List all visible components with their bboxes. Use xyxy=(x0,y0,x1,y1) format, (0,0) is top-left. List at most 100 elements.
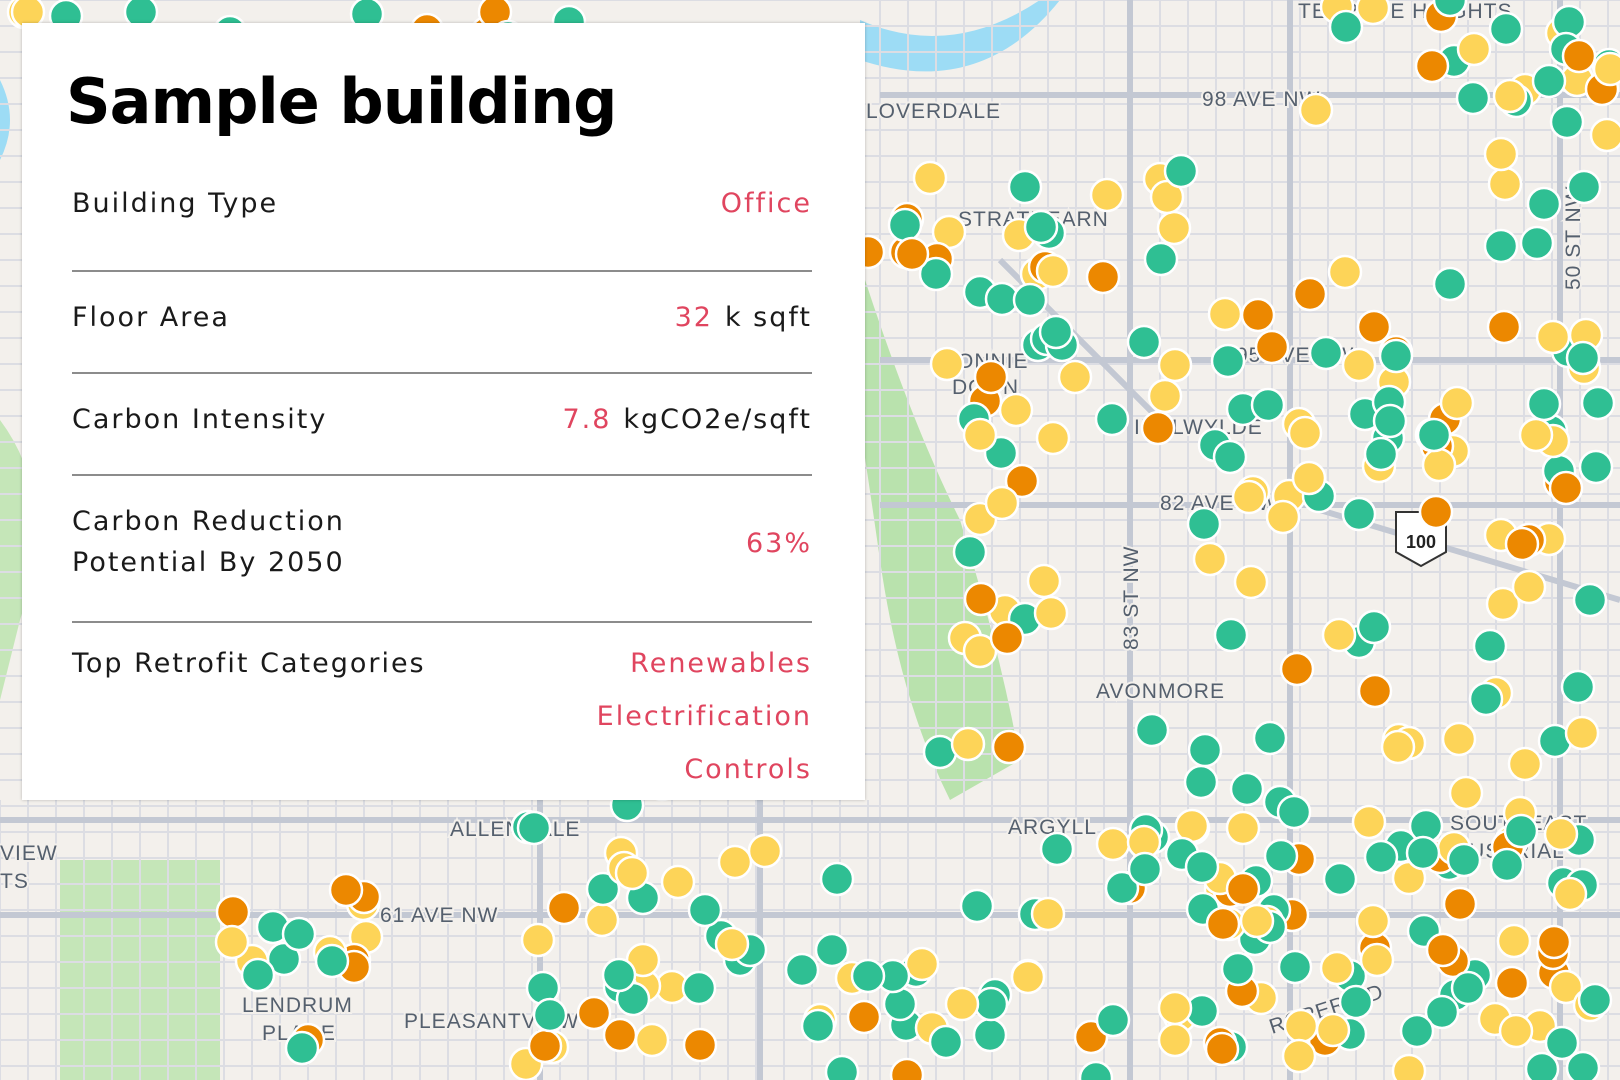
building-marker[interactable] xyxy=(889,1057,925,1080)
building-marker[interactable] xyxy=(1205,906,1241,942)
building-marker[interactable] xyxy=(1327,254,1363,290)
building-markers[interactable] xyxy=(6,0,1620,1080)
building-marker[interactable] xyxy=(1378,338,1414,374)
building-marker[interactable] xyxy=(1548,470,1584,506)
building-marker[interactable] xyxy=(1233,564,1269,600)
building-marker[interactable] xyxy=(1468,681,1504,717)
building-marker[interactable] xyxy=(1483,228,1519,264)
building-marker[interactable] xyxy=(1526,386,1562,422)
building-marker[interactable] xyxy=(215,894,251,930)
building-marker[interactable] xyxy=(991,729,1027,765)
building-marker[interactable] xyxy=(1351,804,1387,840)
building-marker[interactable] xyxy=(928,1024,964,1060)
building-marker[interactable] xyxy=(681,970,717,1006)
building-marker[interactable] xyxy=(1552,876,1588,912)
building-marker[interactable] xyxy=(800,1008,836,1044)
building-marker[interactable] xyxy=(1229,771,1265,807)
building-marker[interactable] xyxy=(912,160,948,196)
building-marker[interactable] xyxy=(973,359,1009,395)
building-marker[interactable] xyxy=(1432,266,1468,302)
building-marker[interactable] xyxy=(584,902,620,938)
building-marker[interactable] xyxy=(585,871,621,907)
building-marker[interactable] xyxy=(1549,104,1585,140)
building-marker[interactable] xyxy=(1535,319,1571,355)
building-marker[interactable] xyxy=(1363,436,1399,472)
building-marker[interactable] xyxy=(1291,460,1327,496)
building-marker[interactable] xyxy=(1035,420,1071,456)
building-marker[interactable] xyxy=(1544,1025,1580,1061)
building-marker[interactable] xyxy=(1010,959,1046,995)
building-marker[interactable] xyxy=(1057,359,1093,395)
building-marker[interactable] xyxy=(1425,932,1461,968)
building-marker[interactable] xyxy=(1026,563,1062,599)
building-marker[interactable] xyxy=(1450,970,1486,1006)
building-marker[interactable] xyxy=(602,1017,638,1053)
building-marker[interactable] xyxy=(1183,764,1219,800)
building-marker[interactable] xyxy=(1580,385,1616,421)
building-marker[interactable] xyxy=(1511,569,1547,605)
building-marker[interactable] xyxy=(1504,526,1540,562)
building-marker[interactable] xyxy=(1281,1038,1317,1074)
building-marker[interactable] xyxy=(962,417,998,453)
building-marker[interactable] xyxy=(687,892,723,928)
building-marker[interactable] xyxy=(714,926,750,962)
building-marker[interactable] xyxy=(1338,984,1374,1020)
building-marker[interactable] xyxy=(1399,1013,1435,1049)
building-marker[interactable] xyxy=(1456,31,1492,67)
building-marker[interactable] xyxy=(1186,506,1222,542)
building-marker[interactable] xyxy=(972,1017,1008,1053)
building-marker[interactable] xyxy=(214,924,250,960)
building-marker[interactable] xyxy=(1577,982,1613,1018)
building-marker[interactable] xyxy=(1356,309,1392,345)
building-marker[interactable] xyxy=(1012,282,1048,318)
building-marker[interactable] xyxy=(1254,329,1290,365)
building-marker[interactable] xyxy=(1192,541,1228,577)
building-marker[interactable] xyxy=(520,922,556,958)
building-marker[interactable] xyxy=(1157,347,1193,383)
building-marker[interactable] xyxy=(1439,385,1475,421)
building-marker[interactable] xyxy=(1089,177,1125,213)
building-marker[interactable] xyxy=(1507,746,1543,782)
building-marker[interactable] xyxy=(1163,153,1199,189)
building-marker[interactable] xyxy=(1287,415,1323,451)
building-marker[interactable] xyxy=(1207,296,1243,332)
building-marker[interactable] xyxy=(1156,210,1192,246)
building-marker[interactable] xyxy=(950,726,986,762)
building-marker[interactable] xyxy=(1589,117,1620,153)
building-marker[interactable] xyxy=(1292,276,1328,312)
building-marker[interactable] xyxy=(1578,449,1614,485)
building-marker[interactable] xyxy=(1531,63,1567,99)
building-marker[interactable] xyxy=(1147,378,1183,414)
building-marker[interactable] xyxy=(1315,1012,1351,1048)
building-marker[interactable] xyxy=(1536,924,1572,960)
building-marker[interactable] xyxy=(1035,253,1071,289)
building-marker[interactable] xyxy=(516,810,552,846)
building-marker[interactable] xyxy=(1039,831,1075,867)
building-marker[interactable] xyxy=(1276,794,1312,830)
building-marker[interactable] xyxy=(1442,886,1478,922)
building-marker[interactable] xyxy=(1283,1008,1319,1044)
building-marker[interactable] xyxy=(1424,994,1460,1030)
building-marker[interactable] xyxy=(1432,0,1468,18)
building-marker[interactable] xyxy=(1250,387,1286,423)
building-marker[interactable] xyxy=(1548,969,1584,1005)
building-marker[interactable] xyxy=(682,1027,718,1063)
building-marker[interactable] xyxy=(989,620,1025,656)
building-marker[interactable] xyxy=(1446,842,1482,878)
building-marker[interactable] xyxy=(1414,48,1450,84)
building-marker[interactable] xyxy=(963,581,999,617)
building-marker[interactable] xyxy=(1277,949,1313,985)
building-marker[interactable] xyxy=(1489,847,1525,883)
building-marker[interactable] xyxy=(1496,923,1532,959)
building-marker[interactable] xyxy=(1126,324,1162,360)
building-marker[interactable] xyxy=(747,833,783,869)
building-marker[interactable] xyxy=(1564,715,1600,751)
building-marker[interactable] xyxy=(1104,870,1140,906)
building-marker[interactable] xyxy=(1231,479,1267,515)
building-marker[interactable] xyxy=(850,958,886,994)
building-marker[interactable] xyxy=(1488,11,1524,47)
building-marker[interactable] xyxy=(1038,314,1074,350)
building-marker[interactable] xyxy=(546,890,582,926)
building-marker[interactable] xyxy=(1007,169,1043,205)
building-marker[interactable] xyxy=(532,997,568,1033)
